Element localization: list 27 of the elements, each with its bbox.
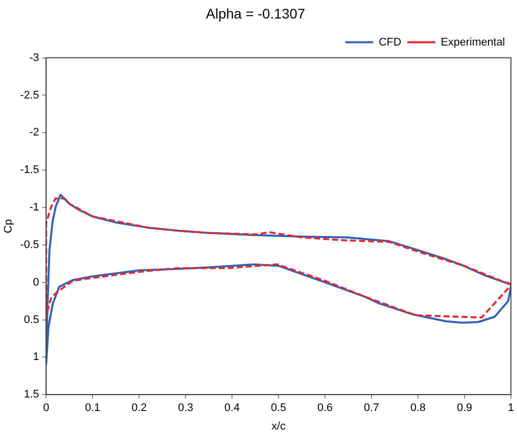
y-tick-label: -1 xyxy=(29,202,40,214)
x-tick-label: 0.4 xyxy=(224,402,240,414)
x-tick-label: 1 xyxy=(508,402,514,414)
y-tick-label: 1.5 xyxy=(24,388,40,401)
x-tick-label: 0.8 xyxy=(410,402,426,414)
x-tick-label: 0 xyxy=(43,402,50,414)
y-tick-label: -2.5 xyxy=(20,89,40,102)
y-tick-label: 0 xyxy=(33,276,40,288)
y-tick-label: -0.5 xyxy=(20,238,40,251)
x-axis-title: x/c xyxy=(272,420,286,432)
x-tick-label: 0.2 xyxy=(131,402,147,414)
chart-title: Alpha = -0.1307 xyxy=(206,5,306,22)
y-tick-label: -3 xyxy=(29,52,40,64)
x-tick-label: 0.3 xyxy=(178,402,194,414)
line-series xyxy=(46,198,511,319)
y-tick-label: 1 xyxy=(33,351,40,364)
x-tick-label: 0.1 xyxy=(84,402,100,414)
legend-label: Experimental xyxy=(440,36,506,48)
x-tick-label: 0.7 xyxy=(364,402,380,414)
legend-label: CFD xyxy=(378,36,402,48)
x-tick-label: 0.9 xyxy=(456,402,472,414)
y-tick-label: -1.5 xyxy=(20,164,40,176)
y-tick-label: -2 xyxy=(29,126,40,139)
x-tick-label: 0.6 xyxy=(317,402,333,414)
y-axis-title: Cp xyxy=(2,219,15,234)
y-tick-label: 0.5 xyxy=(24,314,40,326)
x-tick-label: 0.5 xyxy=(270,402,286,414)
